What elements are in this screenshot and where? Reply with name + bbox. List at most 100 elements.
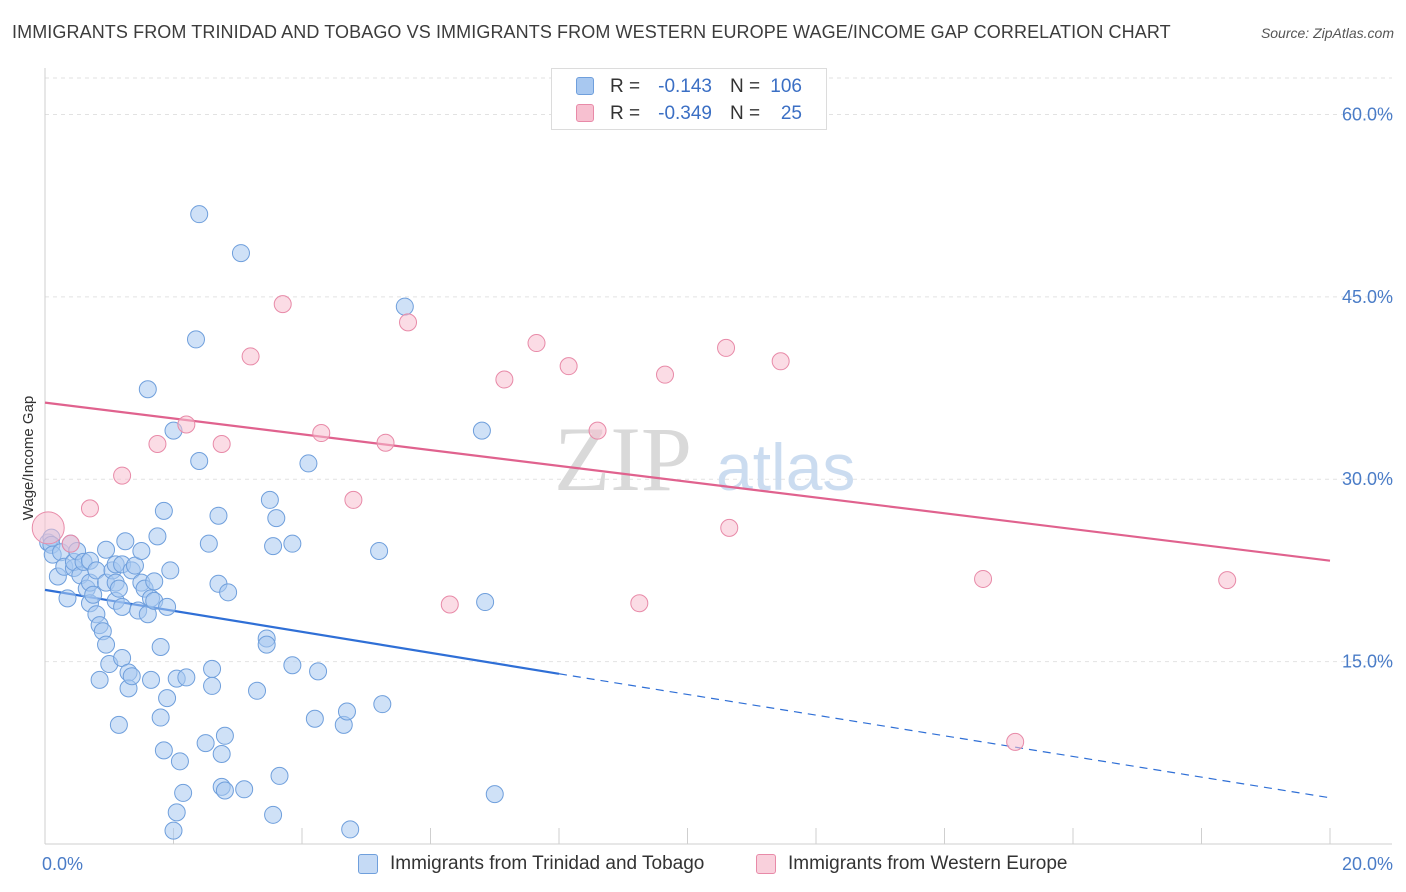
- point-western-europe: [974, 569, 993, 588]
- x-tick-label: 0.0%: [42, 854, 83, 874]
- point-trinidad: [116, 532, 135, 551]
- trend-line-western-europe: [44, 401, 1331, 562]
- y-tick-label: 30.0%: [1342, 469, 1393, 489]
- point-trinidad: [215, 781, 234, 800]
- stats-n-value: 106: [770, 76, 802, 97]
- point-western-europe: [113, 466, 132, 485]
- point-western-europe: [440, 595, 459, 614]
- point-western-europe: [31, 511, 65, 545]
- point-western-europe: [527, 334, 546, 353]
- watermark-zip: ZIP: [554, 408, 692, 510]
- point-western-europe: [656, 365, 675, 384]
- point-trinidad: [109, 715, 128, 734]
- stats-swatch-trinidad: [576, 77, 594, 95]
- point-trinidad: [158, 689, 177, 708]
- stats-r-label: R =: [610, 103, 641, 124]
- point-trinidad: [264, 805, 283, 824]
- point-western-europe: [630, 594, 649, 613]
- point-trinidad: [154, 501, 173, 520]
- point-western-europe: [212, 434, 231, 453]
- point-western-europe: [241, 347, 260, 366]
- point-western-europe: [80, 499, 99, 518]
- point-trinidad: [341, 820, 360, 839]
- point-trinidad: [472, 421, 491, 440]
- point-trinidad: [84, 585, 103, 604]
- point-trinidad: [142, 670, 161, 689]
- point-trinidad: [212, 745, 231, 764]
- stats-swatch-western-europe: [576, 104, 594, 122]
- point-trinidad: [219, 583, 238, 602]
- legend-swatch-trinidad: [358, 854, 378, 874]
- point-trinidad: [109, 579, 128, 598]
- point-western-europe: [1218, 571, 1237, 590]
- point-western-europe: [344, 490, 363, 509]
- point-trinidad: [58, 589, 77, 608]
- point-trinidad: [370, 541, 389, 560]
- point-trinidad: [122, 667, 141, 686]
- y-tick-label: 60.0%: [1342, 104, 1393, 124]
- stats-r-label: R =: [610, 76, 641, 97]
- point-western-europe: [717, 338, 736, 357]
- point-trinidad: [97, 540, 116, 559]
- gridlines: [45, 77, 1392, 663]
- point-trinidad: [485, 785, 504, 804]
- point-trinidad: [270, 766, 289, 785]
- point-western-europe: [148, 434, 167, 453]
- watermark-atlas: atlas: [716, 430, 855, 504]
- point-trinidad: [148, 527, 167, 546]
- point-trinidad: [199, 534, 218, 553]
- trend-line-trinidad-extension: [558, 673, 1331, 799]
- point-trinidad: [154, 741, 173, 760]
- point-trinidad: [231, 244, 250, 263]
- legend-label-western-europe: Immigrants from Western Europe: [788, 853, 1068, 874]
- stats-box: R = -0.143 N = 106 R = -0.349 N = 25: [551, 68, 827, 130]
- stats-n-label: N =: [730, 103, 761, 124]
- point-western-europe: [399, 313, 418, 332]
- point-western-europe: [273, 295, 292, 314]
- trend-lines: [44, 401, 1331, 799]
- chart-title: IMMIGRANTS FROM TRINIDAD AND TOBAGO VS I…: [12, 22, 1171, 42]
- point-trinidad: [235, 780, 254, 799]
- point-western-europe: [61, 534, 80, 553]
- stats-n-value: 25: [780, 103, 802, 124]
- point-trinidad: [90, 670, 109, 689]
- point-trinidad: [174, 783, 193, 802]
- point-trinidad: [132, 541, 151, 560]
- point-trinidad: [167, 803, 186, 822]
- stats-row-trinidad: R = -0.143 N = 106: [552, 74, 826, 100]
- point-trinidad: [177, 668, 196, 687]
- point-trinidad: [283, 656, 302, 675]
- x-tick-label: 20.0%: [1342, 854, 1393, 874]
- point-trinidad: [264, 537, 283, 556]
- point-trinidad: [164, 821, 183, 840]
- point-trinidad: [151, 708, 170, 727]
- point-western-europe: [376, 433, 395, 452]
- point-trinidad: [190, 452, 209, 470]
- axes: [44, 68, 1392, 845]
- point-trinidad: [337, 702, 356, 721]
- point-trinidad: [158, 597, 177, 616]
- legend-swatch-western-europe: [756, 854, 776, 874]
- legend-label-trinidad: Immigrants from Trinidad and Tobago: [390, 853, 705, 874]
- y-tick-label: 15.0%: [1342, 652, 1393, 672]
- point-trinidad: [299, 454, 318, 473]
- point-trinidad: [203, 659, 222, 678]
- point-trinidad: [248, 681, 267, 700]
- trend-line-trinidad: [44, 588, 560, 675]
- point-trinidad: [145, 572, 164, 591]
- point-trinidad: [190, 205, 209, 224]
- stats-r-value: -0.143: [658, 76, 712, 97]
- watermark: ZIP atlas: [554, 408, 855, 510]
- chart-legend: Immigrants from Trinidad and Tobago Immi…: [0, 852, 1406, 878]
- point-trinidad: [476, 593, 495, 612]
- point-western-europe: [720, 518, 739, 537]
- point-trinidad: [309, 662, 328, 681]
- point-trinidad: [170, 752, 189, 771]
- point-trinidad: [373, 695, 392, 714]
- point-trinidad: [161, 561, 180, 580]
- point-trinidad: [267, 509, 286, 528]
- point-trinidad: [283, 534, 302, 553]
- point-trinidad: [215, 726, 234, 745]
- point-western-europe: [559, 357, 578, 376]
